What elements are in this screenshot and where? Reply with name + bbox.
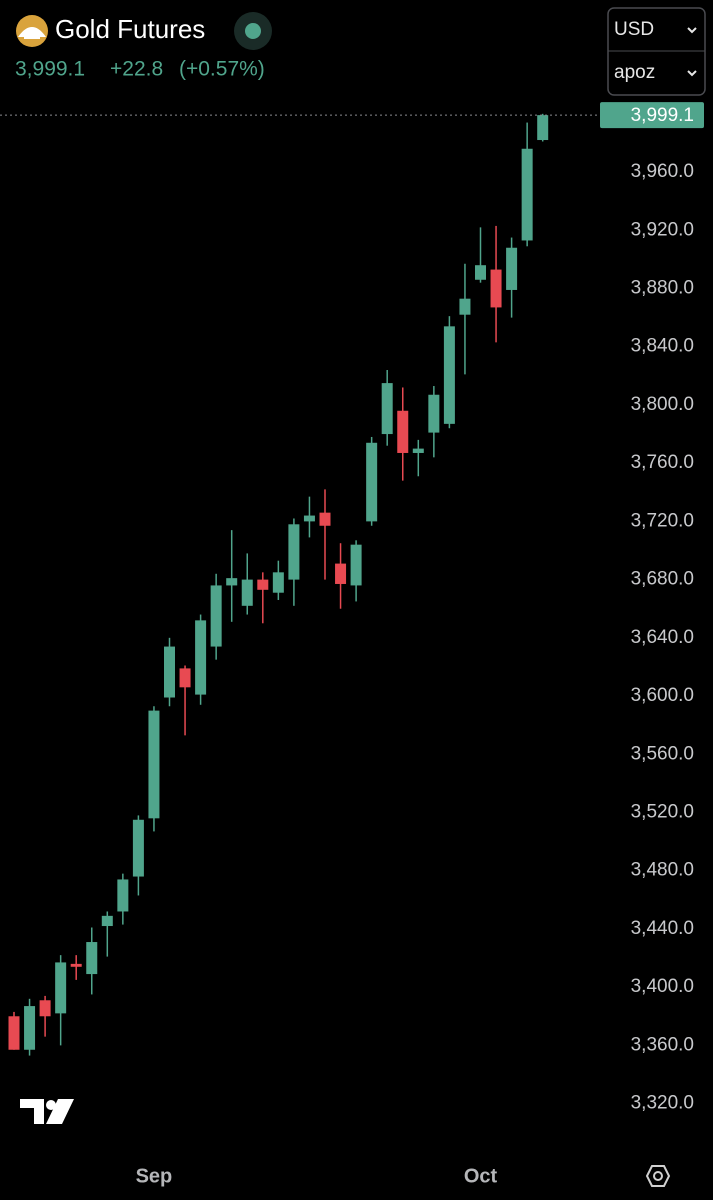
y-tick-label: 3,320.0 bbox=[631, 1093, 694, 1114]
last-price-tag-label: 3,999.1 bbox=[631, 105, 694, 126]
y-tick-label: 3,520.0 bbox=[631, 802, 694, 823]
candle-body bbox=[86, 942, 98, 975]
candle-body bbox=[164, 646, 175, 698]
settings-button-center bbox=[653, 1171, 663, 1181]
y-tick-label: 3,800.0 bbox=[631, 394, 694, 415]
candle-body bbox=[226, 578, 238, 586]
candle-body bbox=[101, 915, 113, 927]
y-tick-label: 3,440.0 bbox=[631, 918, 694, 939]
candle-body bbox=[210, 585, 222, 647]
y-tick-label: 3,360.0 bbox=[631, 1034, 694, 1055]
candle-body bbox=[195, 620, 207, 695]
y-tick-label: 3,960.0 bbox=[631, 161, 694, 182]
candle-body bbox=[412, 448, 424, 453]
candle-body bbox=[490, 269, 502, 308]
candle-body bbox=[537, 115, 549, 141]
tradingview-logo-dot bbox=[46, 1100, 56, 1110]
y-tick-label: 3,640.0 bbox=[631, 627, 694, 648]
symbol-icon-glyph bbox=[17, 27, 47, 39]
x-tick-label: Sep bbox=[136, 1165, 173, 1187]
candle-body bbox=[241, 579, 253, 606]
candle-body bbox=[8, 1016, 20, 1050]
candle-body bbox=[397, 410, 409, 453]
candle-body bbox=[521, 148, 533, 241]
candle-body bbox=[70, 963, 82, 967]
x-tick-label: Oct bbox=[464, 1165, 498, 1187]
candle-body bbox=[428, 394, 440, 433]
y-tick-label: 3,680.0 bbox=[631, 569, 694, 590]
y-tick-label: 3,920.0 bbox=[631, 219, 694, 240]
dropdown-arrow[interactable] bbox=[687, 27, 697, 34]
unit-select[interactable]: apoz bbox=[614, 62, 655, 83]
candle-body bbox=[257, 579, 269, 590]
price-change-percent: (+0.57%) bbox=[179, 58, 265, 81]
candle-body bbox=[179, 668, 191, 688]
tradingview-logo[interactable] bbox=[20, 1099, 74, 1124]
last-price-tag bbox=[600, 102, 704, 129]
candle-body bbox=[288, 524, 300, 580]
y-tick-label: 3,600.0 bbox=[631, 685, 694, 706]
candle-body bbox=[117, 879, 129, 912]
candle-body bbox=[381, 383, 393, 435]
dropdown-arrow[interactable] bbox=[687, 70, 697, 77]
currency-select[interactable]: USD bbox=[614, 19, 654, 40]
y-tick-label: 3,400.0 bbox=[631, 976, 694, 997]
candle-body bbox=[148, 710, 160, 819]
candle-body bbox=[350, 544, 362, 586]
last-price: 3,999.1 bbox=[15, 58, 85, 81]
candle-body bbox=[459, 298, 471, 315]
candle-body bbox=[24, 1006, 36, 1050]
y-tick-label: 3,880.0 bbox=[631, 278, 694, 299]
candle-body bbox=[303, 515, 315, 522]
y-tick-label: 3,760.0 bbox=[631, 452, 694, 473]
symbol-title: Gold Futures bbox=[55, 14, 205, 44]
price-change: +22.8 bbox=[110, 58, 163, 81]
y-tick-label: 3,480.0 bbox=[631, 860, 694, 881]
y-tick-label: 3,560.0 bbox=[631, 743, 694, 764]
candle-body bbox=[132, 819, 144, 877]
candle-body bbox=[39, 1000, 51, 1017]
market-status-dot bbox=[245, 23, 261, 39]
candle-body bbox=[272, 572, 284, 593]
candle-body bbox=[319, 512, 331, 526]
candle-body bbox=[55, 962, 67, 1014]
candle-body bbox=[443, 326, 455, 424]
candle-body bbox=[335, 563, 347, 584]
y-tick-label: 3,840.0 bbox=[631, 336, 694, 357]
candle-body bbox=[506, 247, 518, 290]
candle-body bbox=[475, 265, 486, 280]
candle-body bbox=[366, 442, 378, 522]
settings-button[interactable] bbox=[645, 1165, 671, 1187]
y-tick-label: 3,720.0 bbox=[631, 510, 694, 531]
